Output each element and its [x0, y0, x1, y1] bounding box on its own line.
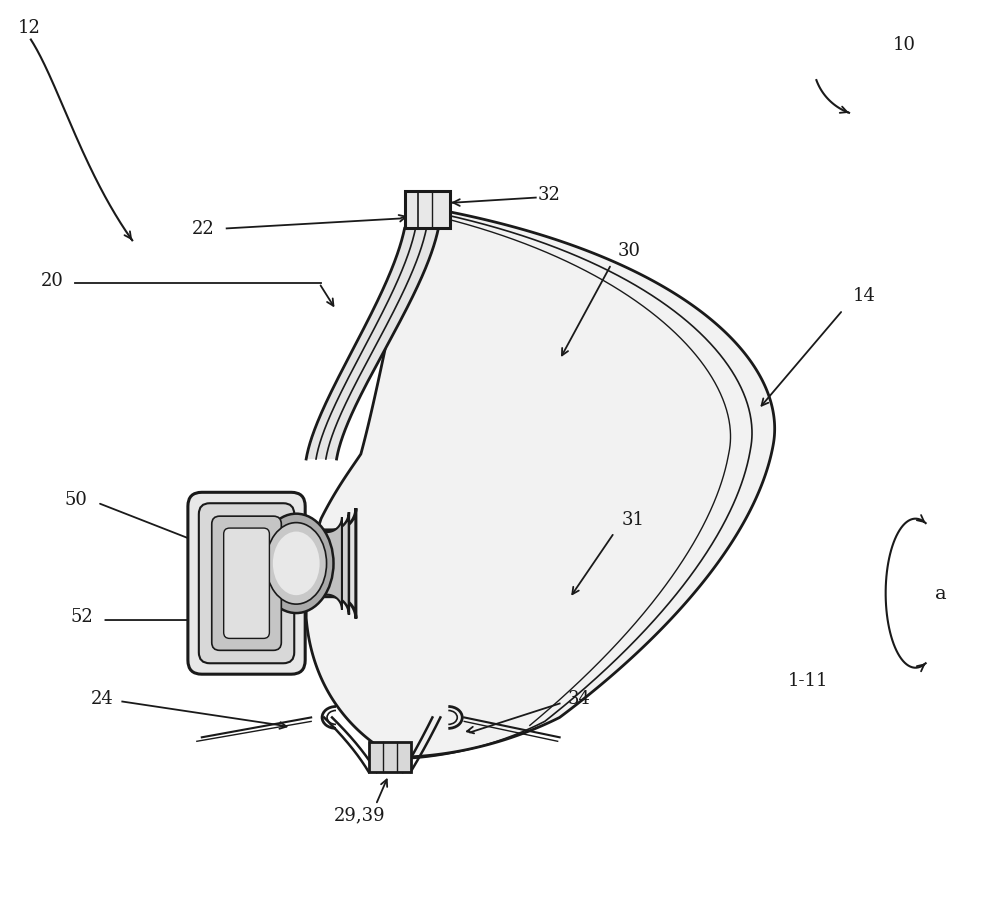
- Text: 22: 22: [192, 221, 215, 238]
- Text: 30: 30: [617, 242, 640, 260]
- Polygon shape: [306, 206, 775, 757]
- Text: 1-11: 1-11: [788, 671, 829, 689]
- Text: 12: 12: [18, 18, 41, 37]
- Text: a: a: [935, 584, 947, 603]
- FancyBboxPatch shape: [224, 528, 269, 639]
- Polygon shape: [306, 229, 438, 460]
- Ellipse shape: [273, 532, 320, 596]
- Text: 50: 50: [65, 490, 88, 508]
- Text: 29,39: 29,39: [334, 806, 386, 824]
- Polygon shape: [237, 508, 356, 618]
- Text: 14: 14: [853, 287, 876, 305]
- Text: 52: 52: [71, 607, 93, 625]
- Bar: [369, 743, 411, 772]
- FancyBboxPatch shape: [188, 493, 305, 675]
- Ellipse shape: [266, 523, 327, 605]
- Text: 34: 34: [568, 689, 590, 707]
- Text: 32: 32: [538, 186, 561, 203]
- FancyBboxPatch shape: [212, 516, 281, 651]
- FancyBboxPatch shape: [199, 504, 294, 664]
- Text: 24: 24: [90, 689, 113, 707]
- Bar: [405, 191, 450, 229]
- Polygon shape: [244, 513, 349, 615]
- Text: 20: 20: [41, 272, 64, 289]
- Text: 31: 31: [621, 510, 644, 528]
- Text: 10: 10: [893, 36, 916, 53]
- Ellipse shape: [259, 514, 334, 613]
- Polygon shape: [251, 517, 342, 610]
